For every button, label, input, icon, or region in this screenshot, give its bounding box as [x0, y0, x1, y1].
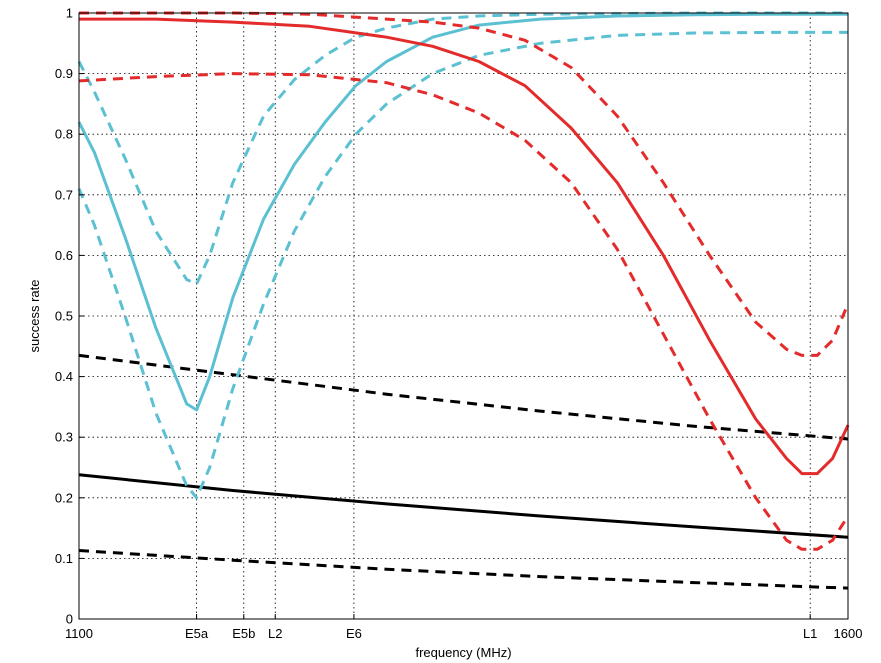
series-0-line: [78, 473, 849, 539]
x-tick-label: E6: [346, 626, 362, 641]
y-tick-label: 0.4: [55, 369, 73, 384]
y-tick-label: 0.8: [55, 127, 73, 142]
y-tick-label: 0.6: [55, 248, 73, 263]
y-tick-label: 0.3: [55, 430, 73, 445]
grid: [79, 13, 848, 619]
y-axis-label: success rate: [27, 280, 42, 353]
x-tick-label: 1600: [834, 626, 863, 641]
x-tick-label: L1: [803, 626, 817, 641]
y-tick-label: 0.9: [55, 66, 73, 81]
x-tick-label: E5a: [185, 626, 209, 641]
series-6-line: [79, 17, 850, 476]
y-tick-label: 0.1: [55, 551, 73, 566]
x-axis-label: frequency (MHz): [415, 645, 511, 660]
y-tick-label: 1: [66, 6, 73, 21]
x-tick-label: L2: [268, 626, 282, 641]
x-tick-label: E5b: [232, 626, 255, 641]
series-2-line: [78, 549, 849, 590]
series-8-line: [78, 72, 850, 551]
series-group: [77, 11, 850, 590]
y-tick-label: 0.7: [55, 187, 73, 202]
series-3-line: [77, 12, 848, 412]
x-tick-label: 1100: [65, 626, 93, 641]
series-5-line: [77, 30, 848, 500]
series-7-line: [79, 11, 850, 357]
y-tick-label: 0: [66, 612, 73, 627]
y-tick-label: 0.2: [55, 490, 73, 505]
series-4-line: [77, 11, 848, 286]
ticks: 1100 E5a E5b L2 E6 L1 1600 0 0.1 0.2 0.3 0.4 0.5 0.6 0…: [55, 6, 863, 642]
y-tick-label: 0.5: [55, 309, 73, 324]
